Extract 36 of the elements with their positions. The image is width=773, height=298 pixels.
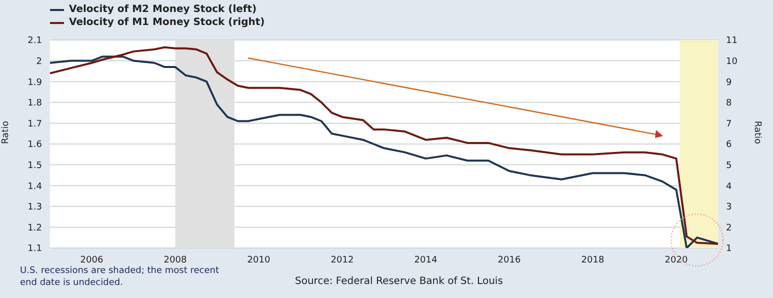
y-tick-label: 1.2 [28,223,42,234]
y2-tick-label: 2 [726,223,732,234]
y2-tick-label: 11 [726,36,738,46]
y-tick-label: 1.8 [28,98,42,109]
y2-tick-label: 10 [726,56,738,67]
source-note: Source: Federal Reserve Bank of St. Louis [295,276,503,287]
y-axis-title: Ratio [1,120,12,144]
y-tick-label: 1.4 [28,182,42,192]
text: U.S. recessions are shaded; the most recent end date is undecided. [20,265,220,289]
x-tick-label: 2018 [581,255,604,266]
x-tick-label: 2020 [664,255,688,266]
y2-tick-label: 7 [726,119,732,130]
y-tick-label: 2.1 [28,36,42,46]
y2-axis-title: Ratio [752,120,762,144]
y-tick-label: 1.6 [28,140,42,150]
x-tick-label: 2010 [247,255,270,266]
y2-tick-label: 5 [726,160,732,171]
y-tick-label: 1.7 [28,119,42,130]
y-tick-label: 1.5 [28,160,42,171]
y2-tick-label: 3 [726,202,732,213]
x-tick-label: 2012 [330,255,354,266]
y2-tick-label: 6 [726,140,732,150]
y-tick-label: 1.9 [28,78,42,88]
x-tick-label: 2006 [80,255,104,266]
x-tick-label: 2008 [164,255,187,266]
y2-tick-label: 9 [726,78,732,88]
y-tick-label: 2 [36,56,42,67]
y2-tick-label: 4 [726,182,732,192]
y2-tick-label: 8 [726,98,732,109]
legend-label: Velocity of M2 Money Stock (left) [69,4,257,15]
x-tick-label: 2016 [498,255,521,266]
legend-label: Velocity of M1 Money Stock (right) [69,17,265,28]
y-tick-label: 1.3 [28,202,42,213]
x-tick-label: 2014 [414,255,438,266]
y2-tick-label: 1 [726,244,732,254]
y-tick-label: 1.1 [28,244,42,254]
